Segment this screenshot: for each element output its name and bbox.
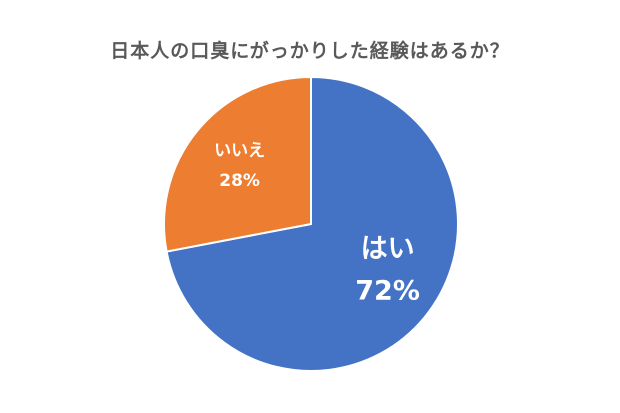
pie-labels: はい 72% いいえ 28%	[214, 141, 420, 306]
slice-category-label: はい	[361, 233, 415, 264]
slice-value-label: 72%	[355, 275, 420, 306]
pie-slice-no	[163, 75, 312, 253]
slice-value-label: 28%	[219, 171, 260, 191]
slice-category-label: いいえ	[214, 141, 265, 161]
pie-slices	[163, 75, 459, 372]
pie-slice-yes	[165, 75, 459, 372]
chart-title: 日本人の口臭にがっかりした経験はあるか？	[110, 40, 510, 62]
